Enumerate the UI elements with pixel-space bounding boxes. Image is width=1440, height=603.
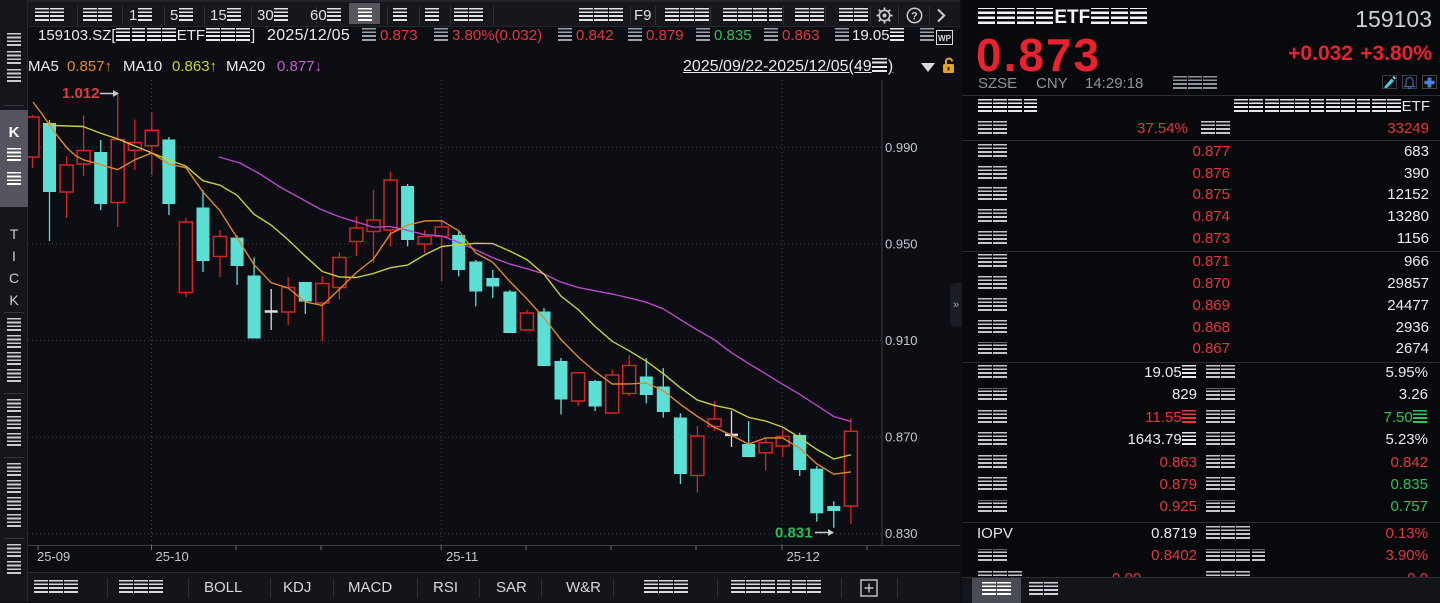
svg-text:?: ?: [911, 10, 918, 22]
svg-text:0.950: 0.950: [885, 236, 918, 251]
svg-text:0.830: 0.830: [885, 526, 918, 541]
svg-text:0.910: 0.910: [885, 333, 918, 348]
svg-text:1.012: 1.012: [62, 85, 100, 102]
svg-text:0.990: 0.990: [885, 140, 918, 155]
svg-text:25-12: 25-12: [787, 549, 820, 564]
svg-text:0.870: 0.870: [885, 430, 918, 445]
svg-text:25-09: 25-09: [37, 549, 70, 564]
svg-text:25-11: 25-11: [446, 549, 478, 564]
svg-text:25-10: 25-10: [156, 549, 189, 564]
svg-text:0.831: 0.831: [775, 525, 813, 542]
